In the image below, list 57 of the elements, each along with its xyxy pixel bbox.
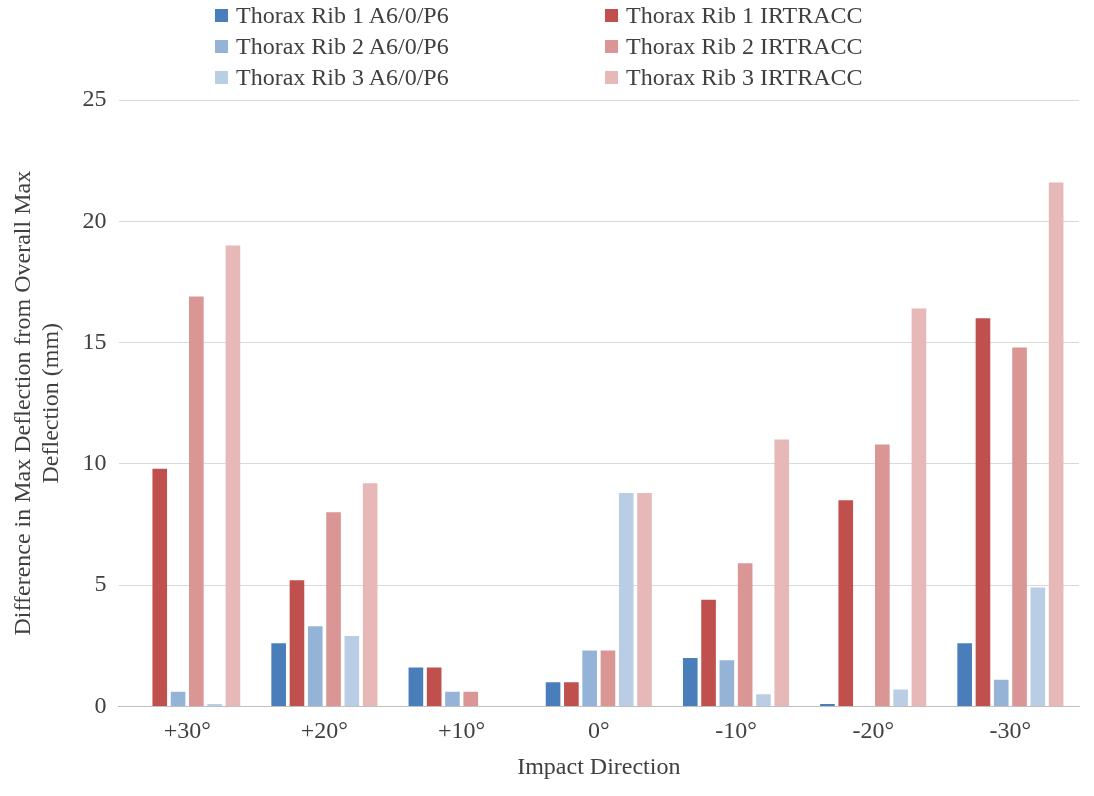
y-tick-label: 5 (94, 570, 107, 597)
legend-label: Thorax Rib 3 IRTRACC (626, 64, 863, 91)
bar (774, 439, 790, 706)
bar (975, 318, 991, 706)
bar (545, 682, 561, 706)
bar (564, 682, 579, 706)
bar (600, 650, 616, 706)
bar (289, 580, 305, 706)
bar (271, 643, 286, 706)
bar (1030, 587, 1046, 706)
y-tick-label: 20 (82, 206, 107, 233)
bar (362, 483, 378, 706)
bar (682, 657, 698, 706)
bar (408, 667, 424, 706)
x-axis-title: Impact Direction (517, 752, 681, 779)
legend-label: Thorax Rib 1 A6/0/P6 (236, 2, 449, 29)
bar (637, 492, 652, 706)
y-tick-label: 10 (82, 449, 107, 476)
x-tick-label: +20° (300, 717, 348, 744)
bar (426, 667, 442, 706)
bar (307, 626, 323, 706)
bar (1048, 182, 1064, 706)
bar (344, 636, 360, 706)
bar (993, 679, 1009, 706)
bar (719, 660, 735, 706)
x-tick-label: -30° (989, 717, 1032, 744)
bar (1012, 347, 1027, 706)
x-tick-label: -20° (852, 717, 894, 744)
y-tick-label: 25 (82, 85, 107, 112)
bar (152, 468, 168, 706)
bar (737, 563, 753, 706)
legend-label: Thorax Rib 1 IRTRACC (626, 2, 863, 29)
y-tick-label: 0 (94, 691, 107, 718)
bar (838, 500, 854, 706)
bar (326, 512, 341, 706)
y-axis-title: Difference in Max Deflection from Overall Max Deflection (mm) (8, 170, 64, 636)
bar (875, 444, 890, 706)
bar (618, 492, 634, 706)
bar (756, 694, 771, 706)
legend-label: Thorax Rib 2 A6/0/P6 (236, 33, 449, 60)
bar (957, 643, 972, 706)
bar (225, 245, 241, 706)
bar (893, 689, 908, 706)
bar (701, 599, 716, 706)
x-tick-label: -10° (715, 717, 757, 744)
legend-label: Thorax Rib 3 A6/0/P6 (236, 64, 449, 91)
y-tick-label: 15 (82, 327, 107, 354)
x-tick-label: +30° (163, 717, 211, 744)
legend-label: Thorax Rib 2 IRTRACC (626, 33, 863, 60)
x-tick-label: 0° (588, 717, 610, 744)
bar (189, 296, 204, 706)
bar (445, 691, 460, 706)
bar (582, 650, 597, 706)
x-tick-label: +10° (438, 717, 486, 744)
bar (463, 691, 479, 706)
bar (911, 308, 927, 706)
bar (170, 691, 186, 706)
